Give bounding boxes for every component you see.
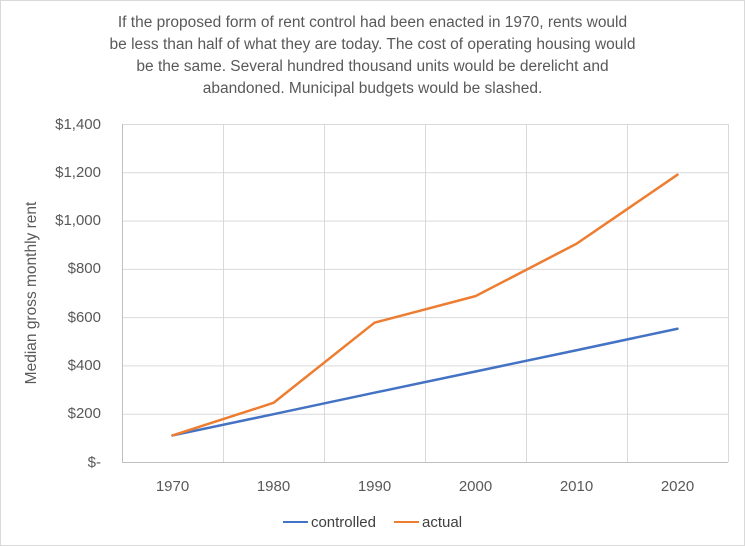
y-tick-label: $- bbox=[87, 453, 101, 471]
legend-label-controlled: controlled bbox=[310, 513, 376, 531]
legend-line-swatch-actual bbox=[394, 520, 419, 524]
y-tick-label: $1,400 bbox=[55, 115, 101, 133]
x-tick-label: 2010 bbox=[559, 478, 594, 495]
legend-line-swatch-controlled bbox=[282, 520, 308, 524]
plot-area bbox=[122, 124, 729, 463]
y-tick-label: $200 bbox=[67, 405, 101, 423]
y-tick-label: $800 bbox=[67, 260, 101, 278]
chart-title-line-3: be the same. Several hundred thousand un… bbox=[136, 58, 609, 75]
chart-title: If the proposed form of rent control had… bbox=[1, 12, 744, 100]
x-tick-label: 1970 bbox=[155, 478, 190, 495]
legend-label-actual: actual bbox=[422, 513, 463, 531]
legend-item-actual: actual bbox=[394, 514, 462, 531]
x-tick-label: 1990 bbox=[357, 478, 392, 495]
chart-title-line-2: be less than half of what they are today… bbox=[109, 36, 636, 53]
x-tick-label: 2000 bbox=[458, 478, 493, 495]
y-tick-label: $1,200 bbox=[55, 163, 101, 181]
series-line-actual bbox=[171, 173, 679, 437]
x-tick-label: 1980 bbox=[256, 478, 291, 495]
y-tick-label: $400 bbox=[67, 356, 101, 374]
legend-item-controlled: controlled bbox=[282, 513, 376, 531]
x-tick-label: 2020 bbox=[660, 478, 695, 495]
series-line-controlled bbox=[171, 327, 679, 437]
y-tick-label: $1,000 bbox=[55, 212, 101, 230]
legend: controlled actual bbox=[1, 510, 744, 534]
y-tick-label: $600 bbox=[67, 308, 101, 326]
chart-title-line-1: If the proposed form of rent control had… bbox=[117, 14, 628, 31]
chart-title-line-4: abandoned. Municipal budgets would be sl… bbox=[202, 80, 543, 97]
